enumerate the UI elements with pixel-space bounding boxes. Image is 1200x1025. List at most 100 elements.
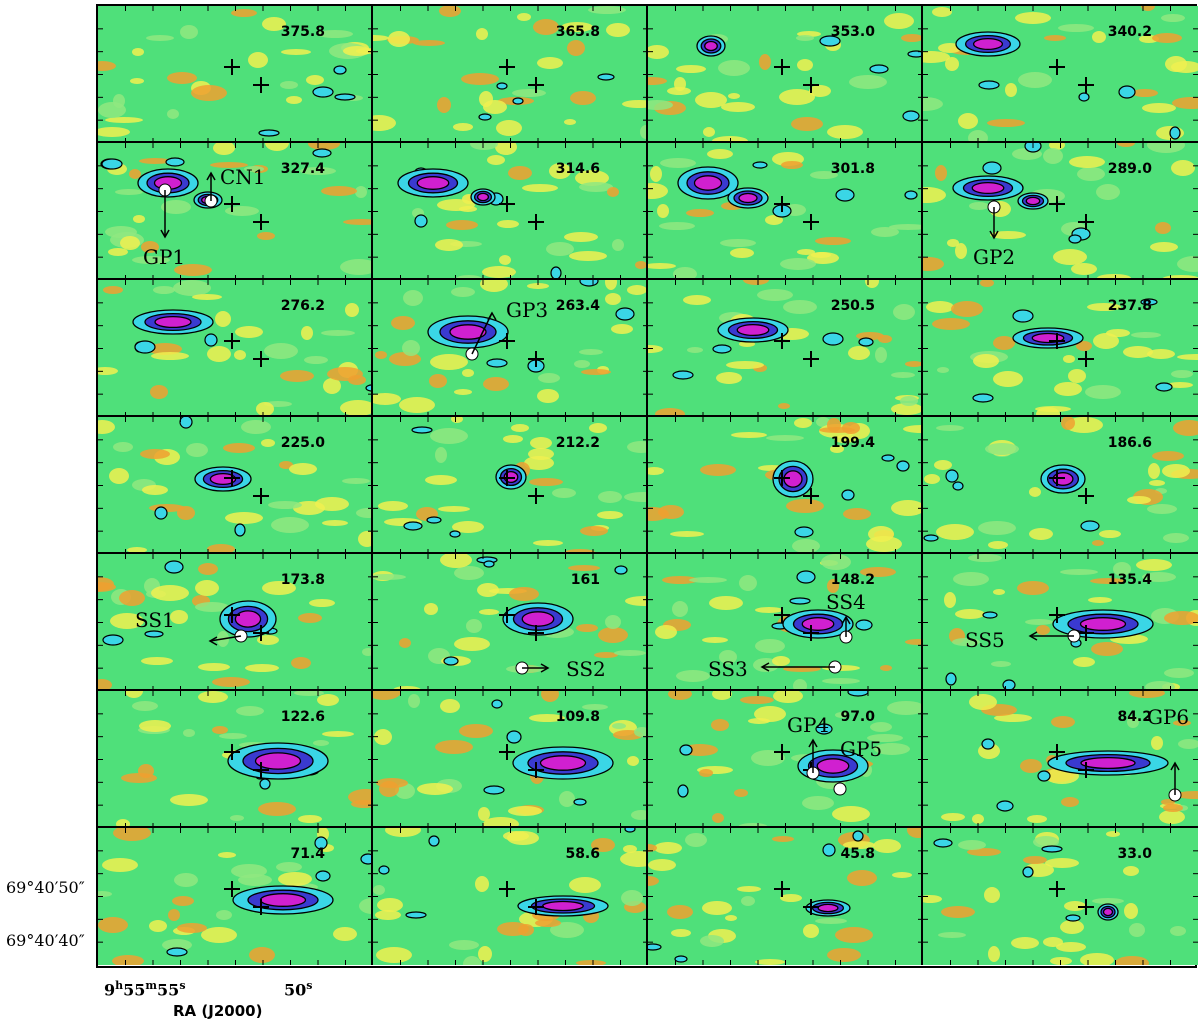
channel-panel: 250.5 (648, 280, 923, 417)
reference-cross (224, 196, 240, 212)
reference-cross (499, 196, 515, 212)
velocity-label: 225.0 (280, 435, 325, 451)
velocity-label: 301.8 (830, 161, 875, 177)
velocity-label: 173.8 (280, 572, 325, 588)
reference-cross (499, 607, 515, 623)
velocity-label: 365.8 (555, 24, 600, 40)
channel-panel: 186.6 (923, 417, 1198, 554)
reference-cross (499, 59, 515, 75)
reference-cross (224, 881, 240, 897)
channel-map-image (648, 6, 921, 141)
reference-cross (499, 744, 515, 760)
velocity-label: 263.4 (555, 298, 600, 314)
channel-panel: 148.2 (648, 554, 923, 691)
label-ss5: SS5 (965, 628, 1005, 652)
channel-panel: 71.4 (98, 828, 373, 965)
channel-map-image (648, 417, 921, 552)
channel-panel: 161 (373, 554, 648, 691)
channel-panel: 289.0 (923, 143, 1198, 280)
reference-cross (224, 744, 240, 760)
reference-cross (253, 899, 269, 915)
channel-map-image (98, 417, 371, 552)
velocity-label: 122.6 (280, 709, 325, 725)
velocity-label: 327.4 (280, 161, 325, 177)
velocity-label: 135.4 (1107, 572, 1152, 588)
reference-cross (253, 77, 269, 93)
velocity-label: 375.8 (280, 24, 325, 40)
reference-cross (224, 470, 240, 486)
reference-cross (1078, 762, 1094, 778)
label-cn1: CN1 (220, 165, 266, 189)
reference-cross (528, 899, 544, 915)
channel-panel: 237.8 (923, 280, 1198, 417)
channel-panel: 353.0 (648, 6, 923, 143)
reference-cross (1078, 351, 1094, 367)
channel-panel: 314.6 (373, 143, 648, 280)
channel-panel: 173.8 (98, 554, 373, 691)
velocity-label: 276.2 (280, 298, 325, 314)
reference-cross (1078, 214, 1094, 230)
label-ss1: SS1 (135, 608, 175, 632)
reference-cross (1049, 744, 1065, 760)
channel-map-image (923, 828, 1198, 965)
reference-cross (253, 625, 269, 641)
ra-tick-right: 50s (284, 979, 313, 1000)
channel-map-image (373, 143, 646, 278)
reference-cross (528, 488, 544, 504)
label-gp4: GP4 (787, 713, 830, 737)
reference-cross (774, 59, 790, 75)
channel-map-grid: 375.8 365.8 353.0 340.2 327.4 314.6 301.8 289.0… (96, 4, 1198, 968)
channel-panel: 225.0 (98, 417, 373, 554)
reference-cross (803, 214, 819, 230)
velocity-label: 199.4 (830, 435, 875, 451)
reference-cross (803, 762, 819, 778)
reference-cross (1049, 881, 1065, 897)
velocity-label: 186.6 (1107, 435, 1152, 451)
reference-cross (803, 899, 819, 915)
velocity-label: 148.2 (830, 572, 875, 588)
reference-cross (528, 77, 544, 93)
reference-cross (1078, 625, 1094, 641)
velocity-label: 97.0 (840, 709, 875, 725)
reference-cross (224, 59, 240, 75)
channel-map-image (373, 417, 646, 552)
reference-cross (1078, 488, 1094, 504)
channel-map-image (98, 143, 371, 278)
velocity-label: 161 (570, 572, 600, 588)
reference-cross (803, 625, 819, 641)
reference-cross (1078, 77, 1094, 93)
channel-panel: 375.8 (98, 6, 373, 143)
channel-map-image (373, 691, 646, 826)
channel-panel: 212.2 (373, 417, 648, 554)
channel-panel: 109.8 (373, 691, 648, 828)
channel-map-image (373, 554, 646, 689)
channel-panel: 33.0 (923, 828, 1198, 965)
channel-panel: 340.2 (923, 6, 1198, 143)
reference-cross (224, 607, 240, 623)
velocity-label: 353.0 (830, 24, 875, 40)
reference-cross (774, 470, 790, 486)
velocity-label: 314.6 (555, 161, 600, 177)
channel-map-image (98, 280, 371, 415)
reference-cross (1049, 607, 1065, 623)
reference-cross (1049, 59, 1065, 75)
reference-cross (499, 333, 515, 349)
channel-map-image (373, 6, 646, 141)
reference-cross (774, 881, 790, 897)
reference-cross (803, 77, 819, 93)
reference-cross (774, 333, 790, 349)
channel-panel: 199.4 (648, 417, 923, 554)
reference-cross (803, 488, 819, 504)
velocity-label: 212.2 (555, 435, 600, 451)
velocity-label: 237.8 (1107, 298, 1152, 314)
dec-tick-bottom: 69°40′40″ (6, 931, 85, 950)
channel-panel: 135.4 (923, 554, 1198, 691)
label-ss2: SS2 (566, 657, 606, 681)
channel-panel: 301.8 (648, 143, 923, 280)
velocity-label: 289.0 (1107, 161, 1152, 177)
velocity-label: 58.6 (565, 846, 600, 862)
channel-panel: 58.6 (373, 828, 648, 965)
velocity-label: 340.2 (1107, 24, 1152, 40)
velocity-label: 33.0 (1117, 846, 1152, 862)
reference-cross (1049, 196, 1065, 212)
